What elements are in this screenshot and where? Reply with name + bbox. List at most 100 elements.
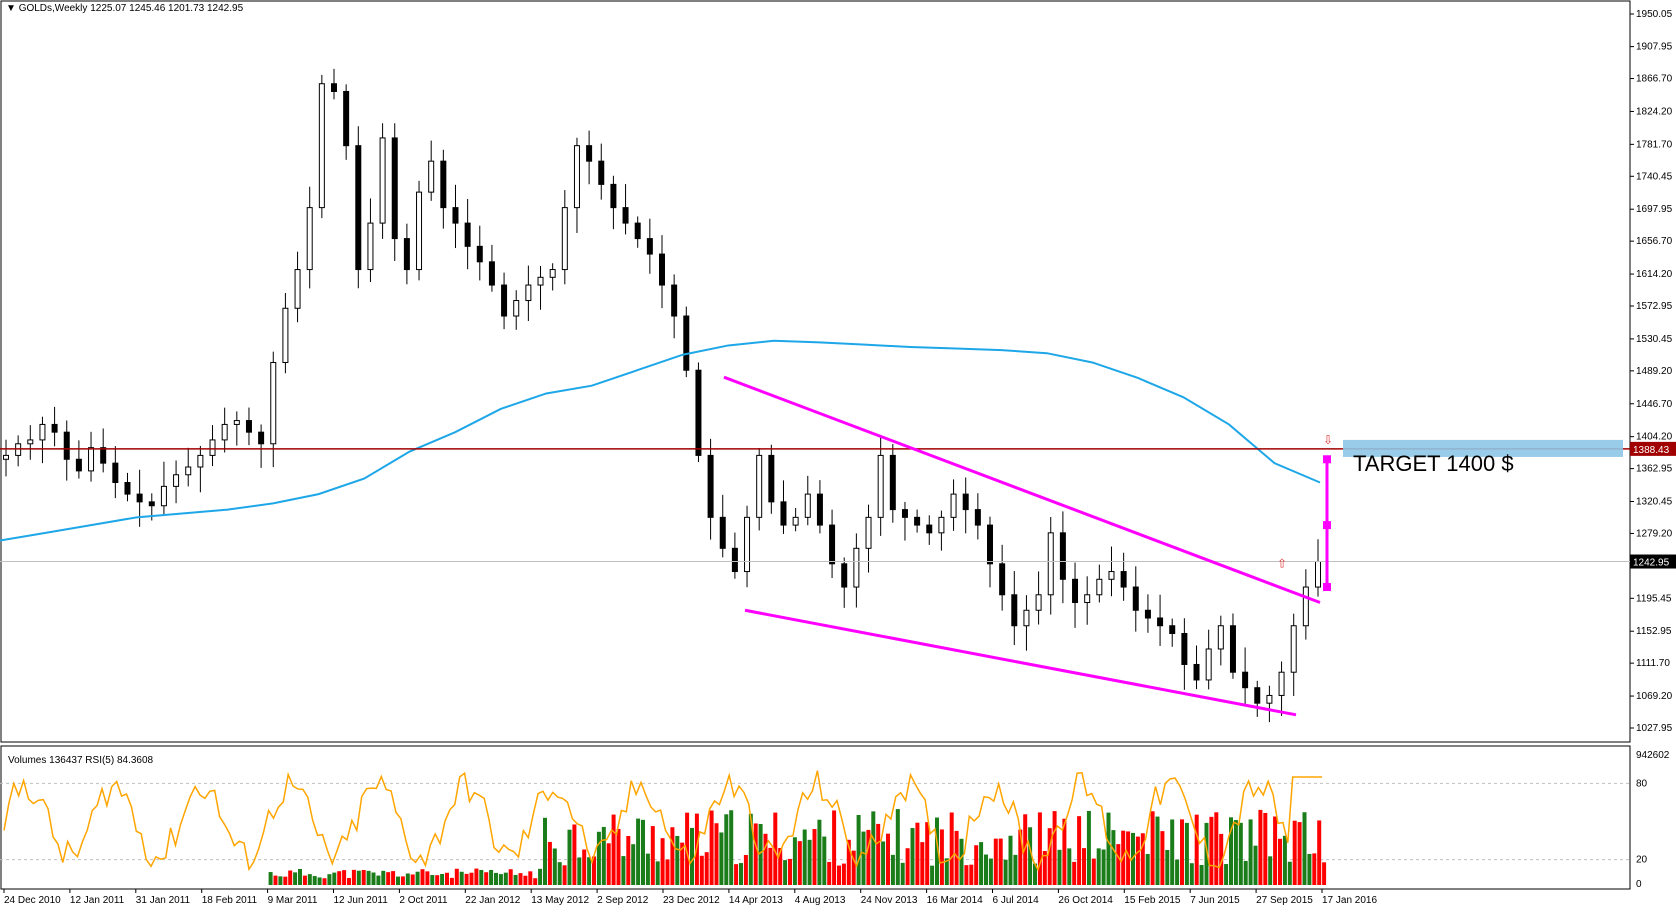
volume-bar [1116, 844, 1121, 885]
volume-bar [675, 835, 680, 885]
volume-bar [1106, 812, 1111, 885]
volume-bar [1180, 819, 1184, 885]
volume-bar [307, 874, 312, 885]
volume-bar [1292, 820, 1297, 885]
candle-body [428, 160, 435, 193]
candle-body [768, 454, 775, 503]
volume-bar [1302, 812, 1307, 885]
volume-bar [900, 862, 905, 885]
volume-bar [670, 827, 675, 885]
volume-bar [650, 826, 655, 885]
volume-bar [876, 823, 881, 885]
candle-body [501, 284, 508, 317]
candle-body [1315, 561, 1321, 588]
volume-bar [283, 876, 288, 885]
y-tick-label: 1781.70 [1636, 139, 1673, 150]
volume-bar [724, 814, 729, 885]
candle-body [136, 493, 143, 503]
volume-bar [489, 869, 494, 885]
volume-bar [302, 875, 307, 885]
volume-bar [386, 872, 391, 885]
volume-bar [704, 852, 709, 885]
volume-bar [851, 850, 856, 885]
volume-bar [1263, 812, 1268, 885]
y-tick-label: 1446.70 [1636, 399, 1673, 410]
volume-bar [1062, 818, 1067, 885]
volume-bar [425, 871, 430, 885]
candle-body [816, 493, 823, 526]
x-tick-label: 18 Feb 2011 [202, 895, 258, 906]
volume-bar [792, 837, 797, 885]
candle-body [841, 563, 848, 588]
volume-bar [298, 868, 302, 885]
candle-body [634, 222, 641, 240]
volume-bar [1209, 816, 1214, 885]
volume-bar [1145, 853, 1150, 885]
candle-body [659, 253, 665, 286]
volume-bar [1253, 845, 1258, 885]
volume-bar [925, 822, 930, 885]
x-tick-label: 17 Jan 2016 [1322, 895, 1377, 906]
x-tick-label: 15 Feb 2015 [1124, 895, 1181, 906]
volume-bar [552, 848, 557, 885]
projection-marker [1323, 455, 1331, 464]
volume-bar [420, 869, 425, 885]
candle-body [3, 454, 9, 460]
y-tick-label: 1950.05 [1636, 9, 1673, 20]
volumes-label: Volumes 136437 [8, 755, 83, 766]
candle-body [610, 183, 617, 209]
volume-bar [557, 862, 562, 885]
volume-bar [846, 839, 851, 885]
candle-body [865, 516, 872, 549]
volume-bar [366, 870, 371, 885]
candle-body [987, 524, 993, 565]
candle-body [537, 276, 544, 286]
y-tick-label: 1697.95 [1636, 204, 1673, 215]
candle-body [561, 207, 568, 271]
candle-body [1120, 571, 1127, 588]
candle-body [974, 509, 981, 526]
candle-body [573, 145, 580, 209]
volume-bar [988, 858, 993, 885]
symbol-label: GOLDs,Weekly [18, 3, 88, 14]
candle-body [889, 454, 896, 511]
volume-bar [611, 814, 616, 885]
volume-bar [1165, 849, 1170, 885]
volume-bar [396, 876, 400, 885]
candle-body [804, 493, 811, 518]
volume-bar [905, 848, 910, 885]
candle-body [1302, 586, 1309, 627]
volume-bar [479, 869, 484, 885]
volume-bar [895, 809, 900, 885]
candle-body [221, 423, 228, 441]
candle-body [853, 547, 860, 588]
candle-body [282, 307, 289, 363]
volume-bar [856, 814, 861, 885]
volume-bar [1077, 816, 1082, 885]
x-tick-label: 2 Sep 2012 [597, 895, 649, 906]
volume-bar [944, 858, 949, 885]
volume-bar [1229, 817, 1233, 885]
candle-body [1023, 609, 1030, 627]
volume-bar [1013, 854, 1018, 885]
volume-bar [391, 871, 396, 885]
target-zone [1343, 439, 1623, 457]
y-tick-label: 1111.70 [1636, 658, 1670, 669]
volume-bar [959, 838, 964, 885]
volume-bar [498, 874, 503, 885]
y-tick-label: 1027.95 [1636, 723, 1673, 734]
collapse-triangle-icon[interactable]: ▼ [6, 3, 16, 14]
candle-body [901, 509, 908, 518]
volume-bar [621, 856, 626, 885]
volume-bar [1175, 859, 1180, 885]
candle-body [318, 83, 325, 209]
volume-bar [616, 828, 621, 885]
volume-bar [954, 830, 959, 885]
projection-marker [1323, 521, 1331, 530]
volume-bar [1278, 838, 1282, 885]
volume-bar [949, 812, 954, 885]
target-annotation: TARGET 1400 $ [1353, 451, 1514, 476]
candle-body [1047, 532, 1054, 596]
y-tick-label: 1320.45 [1636, 497, 1673, 508]
